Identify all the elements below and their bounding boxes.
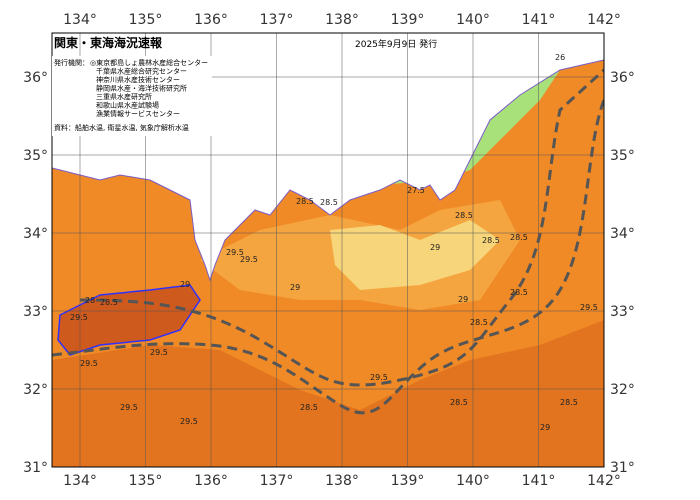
contour-label: 29: [430, 243, 440, 252]
contour-label: 29.5: [226, 248, 244, 257]
source: 資料：船舶水温, 衛星水温, 気象庁解析水温: [54, 123, 189, 132]
map-frame: [51, 32, 605, 468]
contour-label: 28.5: [100, 298, 118, 307]
contour-label: 26: [555, 53, 565, 62]
contour-label: 29: [540, 423, 550, 432]
lat-label: 31°: [23, 460, 48, 476]
lon-label: 142°: [587, 12, 621, 28]
contour-label: 29.5: [240, 255, 258, 264]
lon-label: 134°: [63, 473, 97, 489]
lon-label: 141°: [522, 473, 556, 489]
contour-label: 28.5: [296, 197, 314, 206]
issuer: ◎東京都島しょ農林水産総合センター: [90, 58, 208, 67]
lon-label: 134°: [63, 12, 97, 28]
issue-date: 2025年9月9日 発行: [355, 38, 437, 50]
contour-label: 29.5: [580, 303, 598, 312]
lat-label: 32°: [23, 382, 48, 398]
lat-label: 33°: [610, 304, 635, 320]
lon-label: 137°: [260, 473, 294, 489]
lon-label: 139°: [391, 12, 425, 28]
lon-label: 140°: [456, 12, 490, 28]
lon-label: 138°: [325, 473, 359, 489]
cool-water: [330, 220, 500, 290]
shikoku: [57, 284, 201, 356]
legend-box: [52, 56, 212, 136]
contour-label: 29.5: [70, 313, 88, 322]
contour-label: 29: [458, 295, 468, 304]
lon-label: 136°: [194, 12, 228, 28]
lon-label: 141°: [522, 12, 556, 28]
lat-label: 33°: [23, 304, 48, 320]
contour-label: 28.5: [450, 398, 468, 407]
contour-label: 28.5: [482, 236, 500, 245]
contour-label: 29.5: [120, 403, 138, 412]
kuroshio-axis: [79, 68, 604, 387]
issuer: 千葉県水産総合研究センター: [96, 67, 187, 76]
issuer: 静岡県水産・海洋技術研究所: [96, 84, 187, 93]
lat-label: 31°: [610, 460, 635, 476]
lat-label: 34°: [23, 226, 48, 242]
title: 関東・東海海況速報: [54, 35, 163, 50]
issuer: 和歌山県水産試験場: [96, 101, 159, 110]
issuer: 神奈川県水産技術センター: [96, 75, 180, 84]
lon-label: 139°: [391, 473, 425, 489]
issuer-label: 発行機関：: [54, 58, 89, 67]
issuer: 三重県水産研究所: [96, 92, 152, 101]
lon-label: 137°: [260, 12, 294, 28]
contour-label: 28: [85, 296, 95, 305]
lon-label: 136°: [194, 473, 228, 489]
issuer: 漁業情報サービスセンター: [96, 109, 180, 118]
contour-label: 28.5: [300, 403, 318, 412]
lon-label: 140°: [456, 473, 490, 489]
lon-label: 142°: [587, 473, 621, 489]
lon-label: 135°: [129, 473, 163, 489]
lat-label: 32°: [610, 382, 635, 398]
contour-label: 27.5: [407, 186, 425, 195]
contour-label: 29.5: [370, 373, 388, 382]
contour-label: 28.5: [455, 211, 473, 220]
lat-label: 36°: [610, 70, 635, 86]
contour-label: 29: [180, 280, 190, 289]
lat-label: 36°: [23, 70, 48, 86]
contour-label: 28.5: [510, 288, 528, 297]
lon-label: 135°: [129, 12, 163, 28]
lat-label: 35°: [23, 148, 48, 164]
warm-water: [52, 320, 604, 467]
contour-label: 29.5: [180, 417, 198, 426]
contour-label: 28.5: [560, 398, 578, 407]
contour-label: 29: [290, 283, 300, 292]
lat-label: 35°: [610, 148, 635, 164]
contour-label: 28.5: [470, 318, 488, 327]
contour-label: 29.5: [80, 359, 98, 368]
contour-label: 28.5: [320, 198, 338, 207]
lat-label: 34°: [610, 226, 635, 242]
contour-label: 29.5: [150, 348, 168, 357]
lon-label: 138°: [325, 12, 359, 28]
contour-label: 28.5: [510, 233, 528, 242]
